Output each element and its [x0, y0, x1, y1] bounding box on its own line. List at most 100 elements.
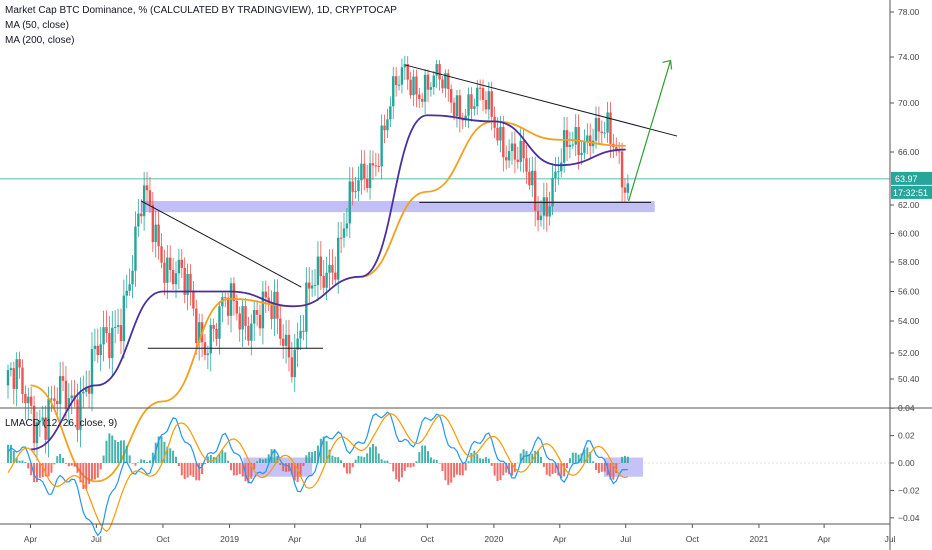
- macd-histogram-bar: [227, 460, 230, 463]
- candle-body: [102, 327, 105, 345]
- candle-body: [87, 387, 91, 394]
- candle-body: [9, 368, 13, 371]
- macd-histogram-bar: [600, 463, 603, 472]
- time-tick-label: Jul: [620, 534, 631, 544]
- candle-body: [510, 143, 514, 152]
- candle-body: [24, 393, 27, 404]
- macd-histogram-bar: [325, 441, 328, 463]
- candle-body: [348, 181, 351, 224]
- macd-histogram-bar: [308, 451, 311, 463]
- macd-histogram-bar: [183, 463, 186, 480]
- macd-histogram-bar: [201, 463, 204, 475]
- candle-body: [113, 326, 117, 328]
- candle-body: [380, 125, 383, 167]
- candle-body: [499, 126, 502, 141]
- macd-histogram-bar: [59, 453, 62, 463]
- candle-body: [539, 215, 543, 221]
- candle-body: [455, 95, 459, 117]
- candle-body: [516, 159, 519, 162]
- candle-body: [163, 262, 166, 283]
- price-tick-label: 70.00: [898, 98, 920, 108]
- trend-line: [405, 64, 678, 137]
- candle-body: [29, 396, 33, 406]
- macd-histogram-bar: [464, 463, 467, 471]
- macd-histogram-bar: [348, 463, 351, 474]
- macd-histogram-bar: [499, 463, 502, 481]
- macd-histogram-bar: [114, 440, 117, 463]
- candle-body: [192, 290, 195, 309]
- macd-histogram-bar: [314, 450, 317, 463]
- macd-histogram-bar: [589, 451, 592, 463]
- candle-body: [313, 284, 317, 286]
- candlesticks: [6, 55, 630, 461]
- macd-histogram-bar: [482, 458, 485, 463]
- macd-histogram-bar: [293, 463, 296, 481]
- moving-averages: [30, 114, 626, 483]
- macd-histogram-bar: [511, 463, 513, 476]
- candle-body: [61, 376, 65, 381]
- candle-body: [261, 291, 265, 329]
- candle-body: [134, 226, 137, 271]
- candle-body: [41, 417, 44, 421]
- macd-histogram-bar: [206, 456, 209, 463]
- legend-macd: LMACD (12, 26, close, 9): [5, 418, 118, 429]
- macd-histogram-bar: [577, 454, 580, 463]
- macd-histogram-bar: [209, 455, 212, 463]
- macd-histogram-bar: [41, 463, 44, 478]
- macd-histogram-bar: [172, 450, 175, 463]
- last-price-tag: [891, 171, 932, 185]
- candle-body: [305, 282, 308, 332]
- candle-body: [589, 135, 592, 147]
- macd-histogram-bar: [487, 458, 490, 463]
- macd-histogram-bar: [302, 463, 305, 467]
- candle-body: [160, 246, 163, 263]
- candle-body: [389, 106, 392, 120]
- candle-body: [594, 117, 598, 141]
- candle-body: [64, 380, 68, 410]
- candle-body: [623, 187, 627, 193]
- candle-body: [157, 224, 160, 247]
- macd-histogram-bar: [502, 463, 505, 476]
- support-zone: [141, 201, 655, 213]
- candle-body: [421, 98, 424, 102]
- candle-body: [12, 368, 15, 389]
- candle-body: [490, 91, 493, 117]
- candle-body: [522, 140, 525, 159]
- macd-histogram-bar: [403, 463, 406, 471]
- candle-body: [400, 67, 404, 85]
- candle-body: [310, 285, 314, 289]
- macd-histogram-bar: [140, 459, 143, 463]
- candle-body: [603, 132, 606, 134]
- macd-histogram-bar: [102, 455, 105, 463]
- macd-histogram-bar: [458, 463, 461, 476]
- candle-body: [426, 74, 430, 90]
- macd-histogram-bar: [331, 455, 334, 463]
- time-tick-label: Apr: [817, 534, 830, 544]
- forecast-arrow-head: [662, 59, 673, 70]
- candle-body: [267, 297, 270, 303]
- price-tick-label: 66.00: [898, 147, 920, 157]
- candle-body: [476, 87, 479, 107]
- candle-body: [365, 178, 369, 189]
- macd-histogram-bar: [85, 463, 88, 489]
- candle-body: [85, 387, 88, 392]
- candle-body: [496, 127, 499, 141]
- candle-body: [392, 76, 395, 107]
- time-tick-label: 2021: [749, 534, 768, 544]
- macd-histogram-bar: [163, 441, 166, 463]
- candle-body: [6, 370, 10, 386]
- candle-body: [50, 398, 53, 400]
- macd-histogram-bar: [27, 463, 30, 469]
- legend-main: Market Cap BTC Dominance, % (CALCULATED …: [5, 5, 397, 16]
- macd-histogram-bar: [551, 463, 554, 475]
- candle-body: [493, 116, 496, 128]
- candle-body: [458, 95, 462, 120]
- candle-body: [169, 257, 172, 270]
- candle-body: [560, 162, 563, 172]
- candle-body: [186, 273, 189, 295]
- macd-histogram-bar: [583, 449, 586, 463]
- macd-histogram-bar: [282, 463, 285, 472]
- candle-body: [331, 265, 334, 273]
- candle-body: [111, 327, 114, 359]
